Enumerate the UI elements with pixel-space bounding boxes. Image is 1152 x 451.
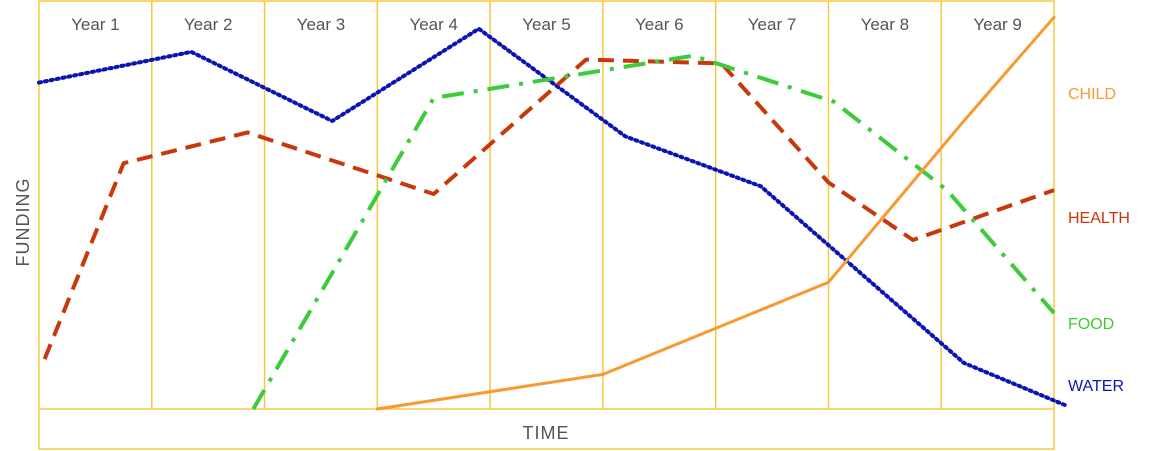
x-tick-label: Year 3: [297, 15, 346, 34]
x-tick-label: Year 6: [635, 15, 684, 34]
series-line-water: [37, 26, 1068, 408]
x-axis-label: TIME: [523, 423, 570, 443]
series-line-food: [251, 53, 1056, 411]
series-line-health: [42, 57, 1055, 360]
series-label-health: HEALTH: [1068, 210, 1130, 227]
series-lines: [37, 15, 1068, 411]
series-line-child: [375, 15, 1056, 411]
vertical-grid: [151, 1, 942, 409]
x-tick-label: Year 7: [748, 15, 797, 34]
x-tick-label: Year 9: [973, 15, 1022, 34]
x-tick-label: Year 4: [409, 15, 458, 34]
series-labels: WATER HEALTH FOOD CHILD: [1068, 86, 1130, 395]
series-label-child: CHILD: [1068, 86, 1116, 103]
series-label-water: WATER: [1068, 378, 1124, 395]
x-tick-label: Year 1: [71, 15, 120, 34]
x-tick-label: Year 5: [522, 15, 571, 34]
x-tick-labels: Year 1 Year 2 Year 3 Year 4 Year 5 Year 6 Year…: [71, 15, 1022, 34]
y-axis-label: FUNDING: [13, 178, 33, 267]
chart-frame: [38, 0, 1055, 450]
series-label-food: FOOD: [1068, 316, 1114, 333]
x-tick-label: Year 2: [184, 15, 233, 34]
x-tick-label: Year 8: [861, 15, 910, 34]
